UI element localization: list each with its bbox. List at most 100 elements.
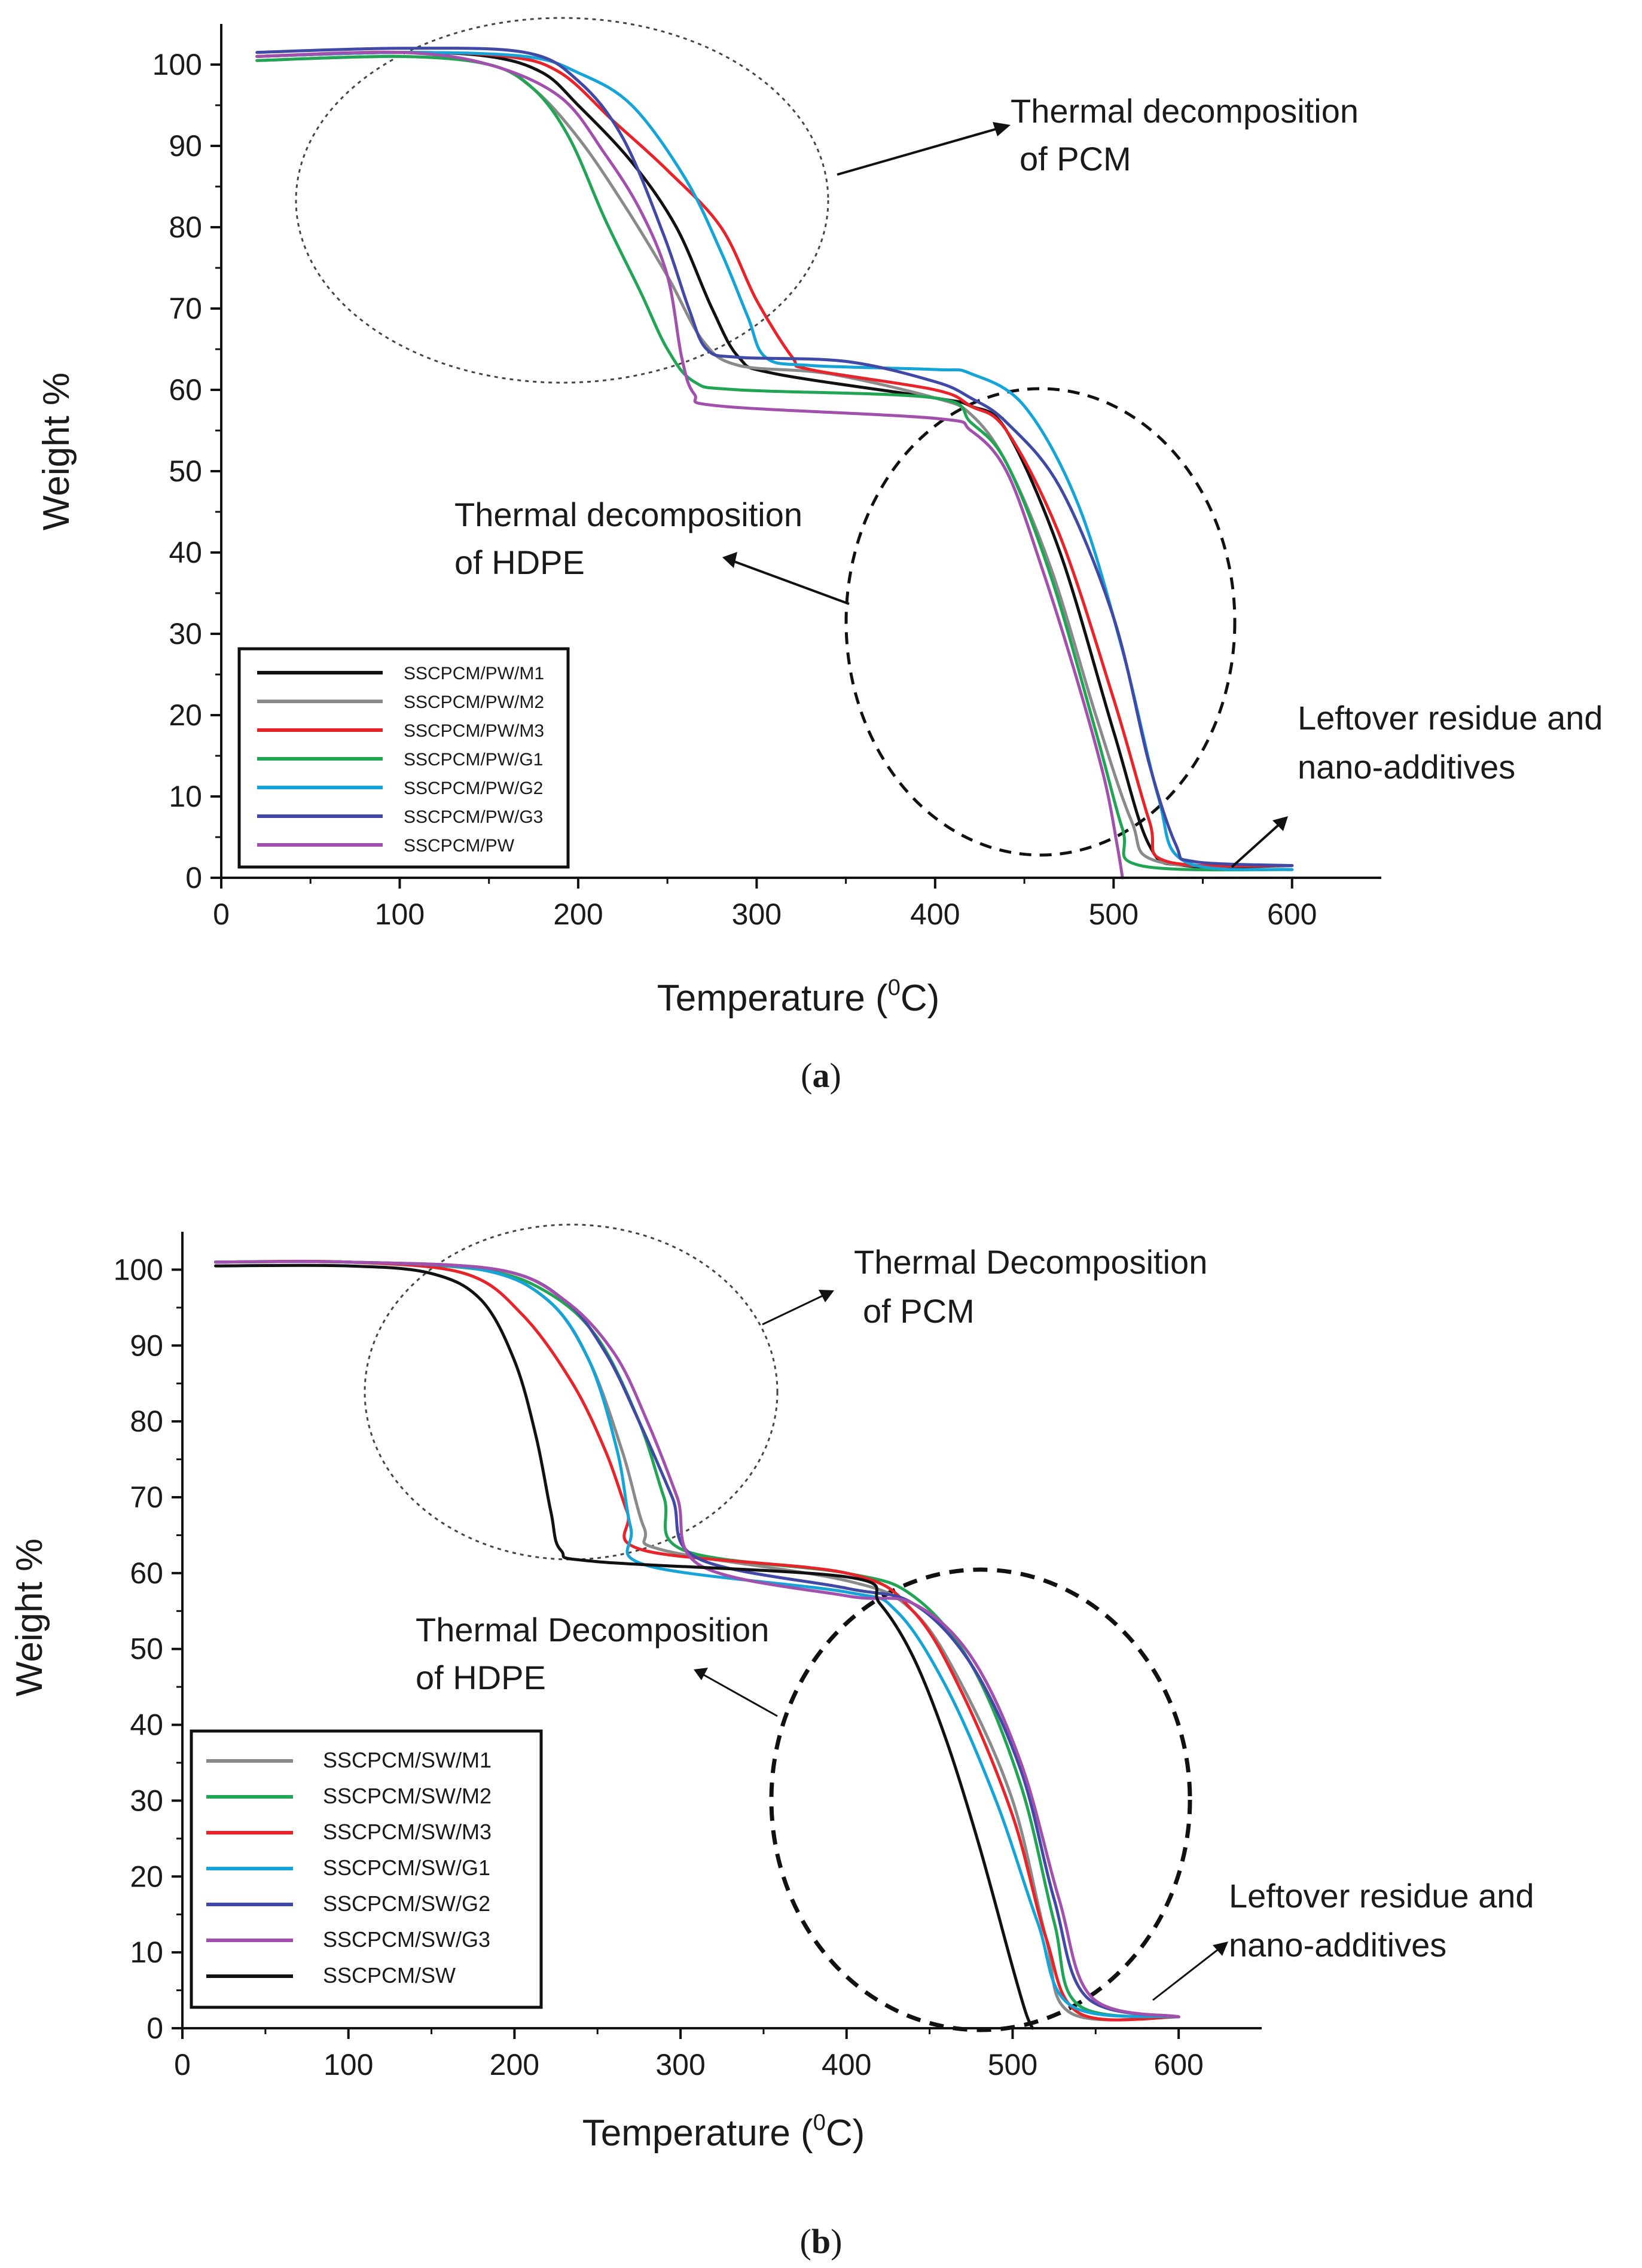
annotation-hdpe-arrowhead (694, 1668, 708, 1680)
y-tick-label: 90 (169, 129, 202, 163)
y-tick-label: 70 (169, 292, 202, 325)
y-tick-label: 20 (130, 1860, 163, 1893)
x-tick-label: 0 (174, 2048, 191, 2081)
annotation-residue-arrowhead (1213, 1942, 1228, 1956)
annotation-pcm-arrow (762, 1293, 826, 1326)
series-line-sscpcm-pw-g1 (255, 54, 1294, 872)
annotation-residue-line-1: Leftover residue and (1229, 1877, 1534, 1915)
hdpe-ellipse-b (769, 1567, 1192, 2032)
legend-label: SSCPCM/PW/M3 (404, 721, 544, 741)
legend-label: SSCPCM/PW/G2 (404, 779, 543, 798)
x-tick-label: 100 (375, 898, 425, 931)
annotation-hdpe-arrowhead (722, 552, 737, 568)
annotation-residue-arrow (1152, 1947, 1220, 2001)
series-line-sscpcm-pw-g3 (255, 47, 1294, 868)
x-tick-label: 500 (1089, 898, 1139, 931)
legend-label: SSCPCM/SW/G3 (323, 1927, 490, 1952)
y-tick-label: 60 (169, 373, 202, 407)
x-tick-label: 600 (1267, 898, 1317, 931)
series-line-sscpcm-sw-g3 (214, 1260, 1180, 2019)
series-line-sscpcm-pw-m1 (255, 51, 1294, 869)
y-tick-label: 50 (169, 454, 202, 488)
annotation-pcm-arrow (837, 127, 1000, 176)
annotation-residue: Leftover residue and nano-additives (1298, 699, 1603, 786)
y-tick-label: 70 (130, 1481, 163, 1514)
pcm-ellipse-a (295, 17, 829, 384)
x-axis-title-main: Temperature ( (582, 2113, 813, 2154)
series-line-sscpcm-sw-m3 (214, 1259, 1180, 2022)
annotation-pcm-line-1: Thermal Decomposition (854, 1243, 1207, 1281)
x-tick-label: 200 (553, 898, 603, 931)
annotation-residue-arrowhead (1272, 816, 1288, 831)
x-tick-label: 200 (490, 2048, 539, 2081)
y-tick-label: 20 (169, 698, 202, 732)
series-line-sscpcm-sw-g1 (214, 1260, 1180, 2019)
annotation-pcm-line-1: Thermal decomposition (1011, 92, 1359, 130)
annotation-hdpe-line-1: Thermal decomposition (454, 496, 802, 533)
annotation-pcm-line-2: of PCM (1020, 140, 1131, 178)
legend-label: SSCPCM/SW/M3 (323, 1820, 492, 1844)
y-tick-label: 60 (130, 1556, 163, 1590)
x-tick-label: 300 (655, 2048, 705, 2081)
annotation-residue-line-2: nano-additives (1298, 748, 1515, 786)
x-tick-label: 400 (910, 898, 960, 931)
legend-label: SSCPCM/PW (404, 836, 515, 856)
annotation-hdpe-arrow (702, 1673, 778, 1717)
legend-label: SSCPCM/PW/M2 (404, 692, 544, 712)
series-line-sscpcm-sw (214, 1263, 1034, 2030)
x-tick-label: 100 (323, 2048, 373, 2081)
y-tick-label: 0 (147, 2011, 163, 2045)
legend-label: SSCPCM/PW/G3 (404, 807, 543, 827)
annotation-pcm: Thermal Decomposition of PCM (854, 1243, 1207, 1330)
axis-ticks: 0 100 200 300 400 500 600 0 10 20 30 40 50 60 70 80 90 10… (114, 1253, 1204, 2081)
y-axis-title: Weight % (36, 373, 77, 530)
series-line-sscpcm-pw-m3 (255, 51, 1294, 868)
y-tick-label: 30 (130, 1784, 163, 1817)
annotation-hdpe: Thermal Decomposition of HDPE (416, 1611, 769, 1696)
chart-b: 0 100 200 300 400 500 600 0 10 20 30 40 50 60 70 80 90 10… (9, 1223, 1534, 2261)
legend-entries: SSCPCM/SW/M1 SSCPCM/SW/M2 SSCPCM/SW/M3 SSCP… (206, 1748, 492, 1988)
caption-a-letter: a (813, 1056, 830, 1095)
legend-label: SSCPCM/SW (323, 1963, 456, 1988)
annotation-hdpe-line-1: Thermal Decomposition (416, 1611, 769, 1649)
annotation-hdpe-line-2: of HDPE (416, 1659, 546, 1696)
axis-ticks: 0 100 200 300 400 500 600 0 10 20 30 40 50 60 70 80 90 10… (152, 48, 1317, 931)
x-tick-label: 500 (988, 2048, 1037, 2081)
chart-a: 0 100 200 300 400 500 600 0 10 20 30 40 50 60 70 80 90 10… (36, 17, 1603, 1095)
x-axis-title: Temperature (0C) (582, 2110, 865, 2154)
x-tick-label: 300 (732, 898, 782, 931)
x-axis-title: Temperature (0C) (657, 975, 940, 1019)
y-tick-label: 10 (130, 1936, 163, 1969)
annotation-residue-line-1: Leftover residue and (1298, 699, 1603, 737)
x-tick-label: 0 (213, 898, 230, 931)
y-tick-label: 30 (169, 617, 202, 651)
y-tick-label: 40 (130, 1708, 163, 1742)
legend-entries: SSCPCM/PW/M1 SSCPCM/PW/M2 SSCPCM/PW/M3 SSCP… (257, 664, 544, 856)
y-tick-label: 100 (152, 48, 202, 81)
series-line-sscpcm-pw (255, 50, 1124, 880)
annotation-pcm-arrowhead (819, 1290, 834, 1302)
annotation-pcm-line-2: of PCM (863, 1292, 975, 1330)
annotation-hdpe: Thermal decomposition of HDPE (454, 496, 802, 581)
legend-label: SSCPCM/PW/G1 (404, 750, 543, 770)
y-tick-label: 10 (169, 780, 202, 813)
legend-label: SSCPCM/SW/G1 (323, 1855, 490, 1880)
legend-box (237, 647, 570, 869)
y-tick-label: 0 (185, 861, 202, 895)
legend: SSCPCM/SW/M1 SSCPCM/SW/M2 SSCPCM/SW/M3 SSCP… (190, 1729, 543, 2009)
annotation-pcm: Thermal decomposition of PCM (1011, 92, 1359, 178)
annotation-pcm-arrowhead (993, 122, 1011, 136)
annotation-hdpe-line-2: of HDPE (454, 544, 585, 581)
x-tick-label: 600 (1153, 2048, 1203, 2081)
caption-a: (a) (801, 1056, 841, 1095)
x-axis-title-sup: 0 (813, 2110, 826, 2135)
annotation-residue: Leftover residue and nano-additives (1229, 1877, 1534, 1964)
x-axis-title-suffix: C) (826, 2113, 865, 2154)
caption-b: (b) (800, 2222, 843, 2261)
x-axis-title-sup: 0 (888, 975, 901, 1000)
y-tick-label: 50 (130, 1632, 163, 1666)
series-group (255, 47, 1294, 880)
y-tick-label: 80 (169, 210, 202, 244)
legend: SSCPCM/PW/M1 SSCPCM/PW/M2 SSCPCM/PW/M3 SSCP… (237, 647, 570, 869)
